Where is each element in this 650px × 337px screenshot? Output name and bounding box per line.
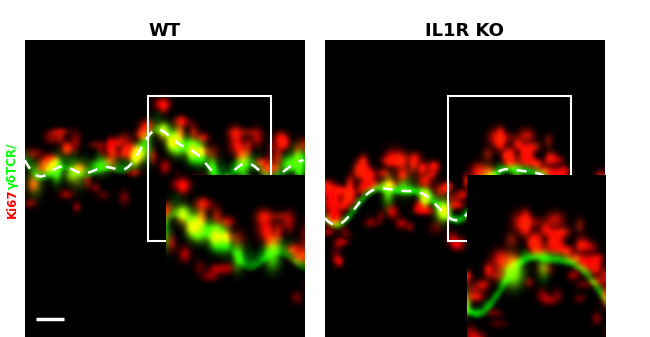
Text: Ki67: Ki67: [6, 189, 19, 218]
Bar: [448, 96, 571, 242]
Text: γδTCR/: γδTCR/: [6, 143, 19, 189]
Bar: [148, 96, 271, 242]
Title: IL1R KO: IL1R KO: [425, 22, 504, 40]
Title: WT: WT: [148, 22, 181, 40]
